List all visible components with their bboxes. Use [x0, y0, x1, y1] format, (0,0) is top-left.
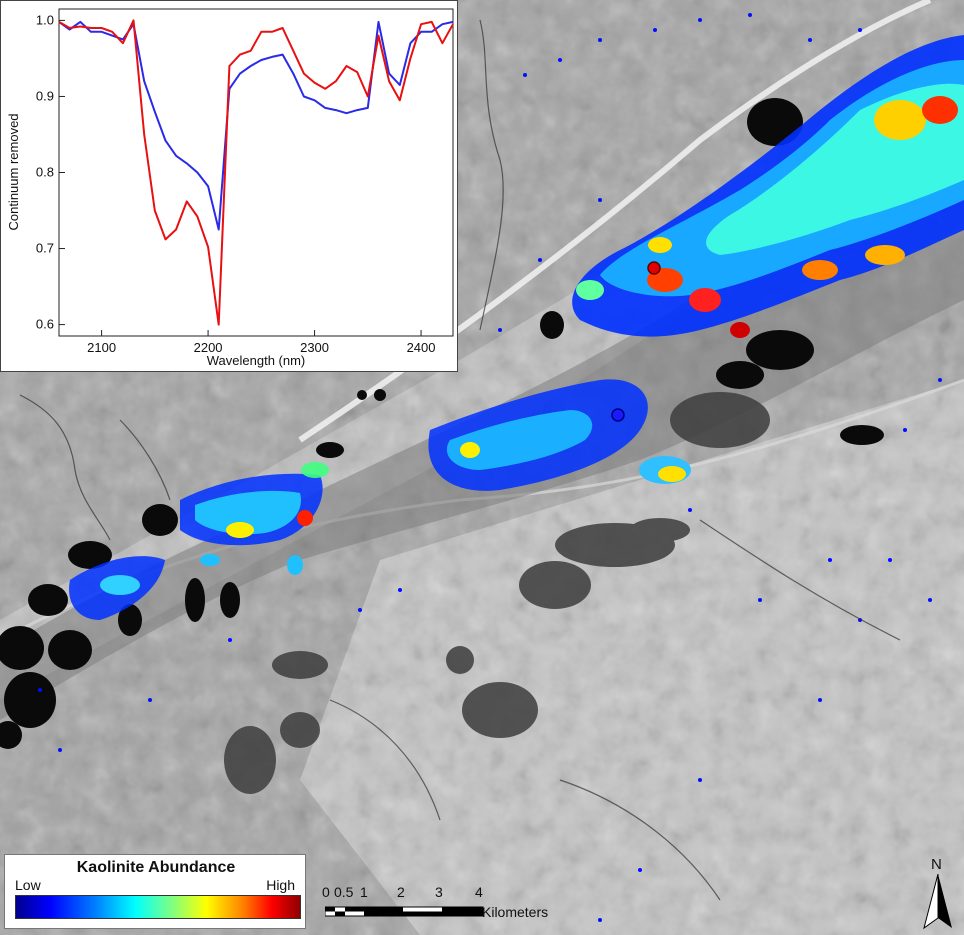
north-arrow: N [918, 856, 958, 932]
spectrum-line-1 [58, 19, 454, 326]
y-axis-ticks: 0.6 0.7 0.8 0.9 1.0 [36, 12, 65, 332]
scale-label-1: 1 [360, 884, 368, 900]
scale-label-4: 4 [475, 884, 483, 900]
north-arrow-icon [923, 874, 952, 930]
y-axis-title: Continuum removed [6, 113, 21, 230]
x-tick-label: 2100 [87, 340, 116, 355]
y-tick-label: 0.8 [36, 165, 54, 180]
scale-bar: 0 0.5 1 2 3 4 Kilometers [322, 884, 582, 924]
scale-label-3: 3 [435, 884, 443, 900]
y-tick-label: 1.0 [36, 12, 54, 27]
valley-band [0, 100, 964, 720]
scale-bar-graphic [325, 906, 484, 917]
sample-point-high[interactable] [647, 261, 661, 275]
north-label: N [931, 856, 942, 873]
spectra-inset-chart: 0.6 0.7 0.8 0.9 1.0 2100 2200 2300 2400 Wavelen… [0, 0, 458, 372]
dark-patches [0, 98, 884, 749]
legend-title: Kaolinite Abundance [76, 859, 236, 876]
legend-low-label: Low [15, 877, 41, 893]
plot-frame [58, 8, 454, 337]
legend-high-label: High [266, 877, 295, 893]
scale-unit-label: Kilometers [482, 904, 549, 920]
legend-color-ramp [15, 895, 301, 919]
x-tick-label: 2200 [194, 340, 223, 355]
series-layer [58, 19, 454, 326]
speckle-dots [38, 13, 942, 922]
y-tick-label: 0.7 [36, 241, 54, 256]
y-tick-label: 0.6 [36, 317, 54, 332]
x-tick-label: 2400 [407, 340, 436, 355]
scale-label-0-5: 0.5 [334, 884, 354, 900]
spectrum-line-0 [58, 20, 454, 231]
scale-label-0: 0 [322, 884, 330, 900]
spectra-plot: 0.6 0.7 0.8 0.9 1.0 2100 2200 2300 2400 Wavelen… [6, 8, 454, 368]
x-axis-title: Wavelength (nm) [207, 353, 306, 368]
x-axis-ticks: 2100 2200 2300 2400 [87, 330, 436, 355]
drainage-lines [19, 19, 901, 901]
sample-point-low[interactable] [611, 408, 625, 422]
scale-label-2: 2 [397, 884, 405, 900]
badland-patches [224, 392, 770, 794]
y-tick-label: 0.9 [36, 88, 54, 103]
x-tick-label: 2300 [300, 340, 329, 355]
abundance-legend: Kaolinite Abundance Low High [4, 854, 306, 929]
kaolinite-overlay [69, 35, 964, 620]
